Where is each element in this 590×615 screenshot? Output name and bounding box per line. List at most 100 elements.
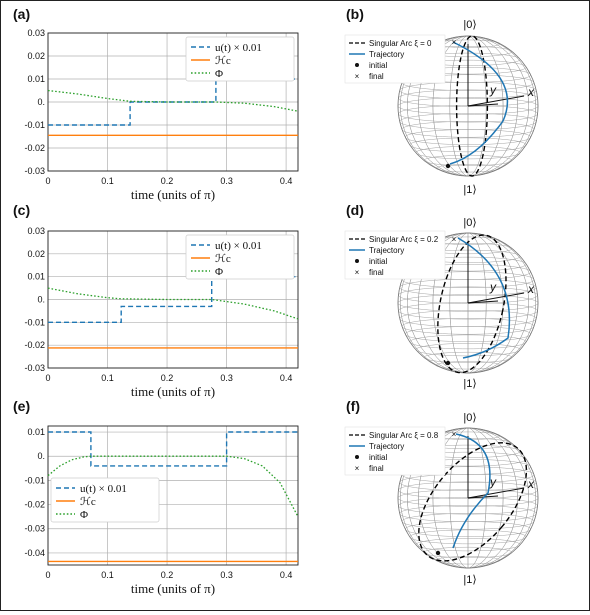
- legend-label: ℋc: [80, 496, 96, 508]
- x-tick-label: 0.4: [280, 176, 293, 186]
- legend-swatch: ×: [355, 464, 360, 473]
- x-axis-label: time (units of π): [131, 581, 215, 596]
- y-tick-label: -0.02: [24, 340, 45, 350]
- y-tick-label: 0.: [37, 295, 45, 305]
- final-marker: ×: [452, 430, 457, 439]
- x-tick-label: 0.1: [101, 373, 114, 383]
- legend-swatch: [355, 63, 359, 67]
- legend-label: Singular Arc ξ = 0.8: [369, 431, 439, 440]
- legend-label: Trajectory: [369, 50, 404, 59]
- panel-label: (f): [346, 398, 360, 414]
- legend-swatch: [355, 259, 359, 263]
- ket-0-label: |0⟩: [463, 19, 476, 31]
- x-tick-label: 0.3: [220, 570, 233, 580]
- legend-label: final: [369, 464, 384, 473]
- legend-label: u(t) × 0.01: [80, 483, 127, 495]
- x-axis-label: x: [527, 282, 535, 296]
- y-tick-label: 0.01: [27, 74, 45, 84]
- x-axis-label: x: [527, 477, 535, 491]
- panel-label: (d): [346, 202, 364, 218]
- x-axis-label: time (units of π): [131, 384, 215, 399]
- bloch-sphere-b: (b)xy|0⟩|1⟩×Singular Arc ξ = 0Trajectory…: [345, 6, 538, 196]
- trajectory: [453, 434, 490, 548]
- y-tick-label: -0.02: [24, 500, 45, 510]
- initial-marker: [446, 164, 450, 168]
- y-tick-label: 0.01: [27, 272, 45, 282]
- ket-1-label: |1⟩: [463, 574, 476, 586]
- y-tick-label: -0.01: [24, 475, 45, 485]
- chart-c: (c) 0 0.1 0.2 0.3 0.4 0.03 0.02 0.01 0. -0.01 -0.02…: [13, 202, 298, 399]
- legend-label: Φ: [215, 266, 223, 278]
- x-tick-label: 0.1: [101, 570, 114, 580]
- legend-swatch: [355, 455, 359, 459]
- initial-marker: [446, 361, 450, 365]
- x-tick-label: 0.4: [280, 570, 293, 580]
- legend-swatch: ×: [355, 72, 360, 81]
- x-tick-label: 0.3: [220, 176, 233, 186]
- legend-label: final: [369, 268, 384, 277]
- panel-label: (e): [13, 398, 30, 414]
- series-line-2: [48, 288, 298, 319]
- y-axis-label: y: [489, 280, 497, 294]
- sphere-legend: Singular Arc ξ = 0.8 Trajectory initial × fi…: [345, 427, 445, 475]
- legend-label: Trajectory: [369, 442, 404, 451]
- x-tick-label: 0.2: [161, 176, 174, 186]
- sphere-legend: Singular Arc ξ = 0 Trajectory initial × fina…: [345, 35, 445, 83]
- panel-label: (b): [346, 6, 364, 22]
- ket-1-label: |1⟩: [463, 378, 476, 390]
- y-tick-label: -0.01: [24, 317, 45, 327]
- x-tick-label: 0.2: [161, 570, 174, 580]
- chart-e: (e) 0 0.1 0.2 0.3 0.4 0.01 0. -0.01 -0.02 -0.03 -0.…: [13, 398, 298, 596]
- x-axis-label: time (units of π): [131, 187, 215, 202]
- ket-1-label: |1⟩: [463, 184, 476, 196]
- x-tick-label: 0: [45, 570, 50, 580]
- y-tick-label: -0.03: [24, 363, 45, 373]
- bloch-sphere-f: (f)xy|0⟩|1⟩×Singular Arc ξ = 0.8Trajecto…: [345, 398, 547, 586]
- legend-label: initial: [369, 453, 387, 462]
- x-axis-label: x: [527, 85, 535, 99]
- legend-label: Singular Arc ξ = 0.2: [369, 235, 439, 244]
- line-charts: (a) 0 0.1 0.2 0.3 0.4 0.03 0.02 0.01 0. -0.01 -0.02…: [13, 6, 298, 596]
- series-line-0: [48, 432, 298, 466]
- bloch-sphere-d: (d) x y |0⟩ |1⟩ × Singular Arc ξ = 0.2 Trajecto…: [345, 202, 538, 390]
- y-tick-label: -0.03: [24, 524, 45, 534]
- series-line-2: [48, 91, 298, 112]
- y-tick-label: 0.01: [27, 427, 45, 437]
- legend-label: Singular Arc ξ = 0: [369, 39, 432, 48]
- panel-label: (a): [13, 6, 30, 22]
- panel-label: (c): [13, 202, 30, 218]
- final-marker: ×: [452, 235, 457, 244]
- y-tick-label: -0.03: [24, 166, 45, 176]
- y-tick-label: -0.04: [24, 548, 45, 558]
- x-tick-label: 0.3: [220, 373, 233, 383]
- legend-label: ℋc: [215, 253, 231, 265]
- y-tick-label: 0.: [37, 451, 45, 461]
- legend-swatch: ×: [355, 268, 360, 277]
- ket-0-label: |0⟩: [463, 217, 476, 229]
- legend-label: initial: [369, 61, 387, 70]
- y-tick-label: 0.: [37, 97, 45, 107]
- x-tick-label: 0: [45, 176, 50, 186]
- y-tick-label: 0.02: [27, 249, 45, 259]
- legend-label: Φ: [215, 68, 223, 80]
- sphere-legend: Singular Arc ξ = 0.2 Trajectory initial × fi…: [345, 231, 445, 279]
- bloch-spheres: (b) x y |0⟩ |1⟩ × Singular Arc ξ = 0 Trajectory…: [345, 6, 547, 586]
- x-tick-label: 0.4: [280, 373, 293, 383]
- x-tick-label: 0.1: [101, 176, 114, 186]
- legend-label: u(t) × 0.01: [215, 240, 262, 252]
- x-tick-label: 0.2: [161, 373, 174, 383]
- x-tick-label: 0: [45, 373, 50, 383]
- y-tick-label: 0.03: [27, 226, 45, 236]
- legend-label: Trajectory: [369, 246, 404, 255]
- final-marker: ×: [452, 38, 457, 47]
- legend-label: ℋc: [215, 55, 231, 67]
- legend-label: final: [369, 72, 384, 81]
- y-tick-label: 0.03: [27, 28, 45, 38]
- legend-label: initial: [369, 257, 387, 266]
